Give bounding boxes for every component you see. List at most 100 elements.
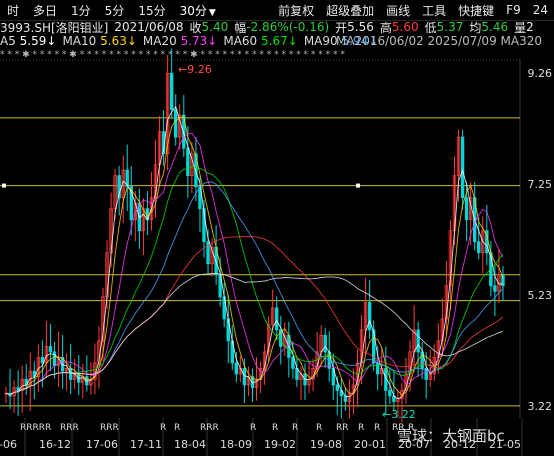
x-tick-label: 21-05 [489, 438, 521, 451]
stock-code: 3993.SH[洛阳钼业] [0, 20, 109, 35]
y-tick-label: 5.23 [528, 289, 553, 302]
high-value: 5.60 [391, 20, 419, 34]
candle-body [202, 208, 206, 243]
x-tick-label: 18-09 [220, 438, 252, 451]
line-handle-left [2, 183, 6, 188]
r-marker: R [316, 423, 322, 433]
candle-body [56, 357, 61, 367]
candle-body [279, 329, 283, 347]
candle-body [129, 186, 133, 221]
ma-line-4 [5, 181, 504, 396]
x-tick-label: 16-12 [39, 438, 71, 451]
r-marker: R [160, 423, 166, 433]
ma-ma20: MA20 5.73↓ [142, 34, 218, 48]
tb-hotkeys[interactable]: 快捷键 [458, 3, 495, 18]
candle-body [493, 285, 497, 292]
tb-timeshare[interactable]: 时 [7, 3, 20, 18]
candle-body [497, 274, 501, 292]
y-tick-label: 3.22 [528, 400, 553, 413]
x-tick-label: 20-01 [354, 438, 386, 451]
candle-body [270, 307, 275, 325]
toolbar-right: 前复权 超级叠加 画线 工具 快捷键 F9 24 [272, 0, 554, 20]
avg-value: 5.46 [481, 20, 509, 34]
ma-row: A5 5.59↓ MA10 5.63↓ MA20 5.73↓ MA60 5.67↓ MA… [0, 34, 554, 48]
r-marker: RR [392, 423, 405, 433]
candle-body [20, 379, 24, 391]
candle-body [420, 351, 424, 369]
amount-label: 量 [514, 20, 527, 35]
x-tick-label: 18-04 [174, 438, 206, 451]
candle-body [343, 395, 348, 402]
tb-super-overlay[interactable]: 超级叠加 [326, 3, 375, 18]
candle-body [52, 351, 57, 367]
candle-body [81, 376, 85, 383]
x-tick-label: 20-07 [398, 438, 430, 451]
x-tick-label: 17-11 [130, 438, 162, 451]
candle-body [194, 153, 198, 188]
tb-f9[interactable]: F9 [506, 3, 521, 17]
high-annotation: ←9.26 [178, 63, 212, 76]
candle-body [275, 307, 279, 331]
avg-label: 均 [469, 20, 482, 35]
low-annotation: ←3.22 [382, 408, 416, 421]
candle-body [141, 208, 146, 232]
candle-body [266, 323, 271, 353]
tb-30min[interactable]: 30分 ▼ [179, 3, 216, 18]
chevron-down-icon[interactable]: ▼ [208, 7, 216, 18]
ma-line-0 [5, 105, 503, 400]
candle-body [153, 164, 158, 199]
candle-body [64, 368, 69, 372]
tb-forward-adjust[interactable]: 前复权 [278, 3, 315, 18]
candle-body [169, 72, 174, 110]
candle-body [464, 197, 469, 221]
r-marker: R [408, 423, 414, 433]
x-tick-label: 17-06 [86, 438, 118, 451]
candle-body [186, 147, 190, 177]
quote-date: 2021/06/08 [114, 20, 184, 34]
tb-1min[interactable]: 1分 [71, 3, 91, 18]
r-marker: R [358, 423, 364, 433]
close-value: 5.40 [201, 20, 229, 34]
candle-body [242, 368, 247, 386]
ma-a5: A5 5.59↓ [0, 34, 57, 48]
candle-body [165, 72, 170, 155]
ma-line-1 [5, 116, 504, 397]
tb-draw-line[interactable]: 画线 [386, 3, 411, 18]
candle-body [48, 345, 53, 353]
y-tick-label: 9.26 [528, 67, 553, 80]
event-markers: * * * ✱ * * * * * ✱ * * * * * * * * * * … [0, 50, 345, 60]
y-tick-label: 7.25 [528, 178, 553, 191]
candle-body [234, 362, 239, 375]
candle-body [182, 114, 186, 149]
candle-body [416, 329, 420, 353]
r-marker: R [272, 423, 278, 433]
candle-body [501, 274, 505, 287]
amount-value: 2 [526, 20, 534, 34]
watermark: 雪球：大钢面bc [397, 427, 505, 445]
x-tick-label: 19-02 [264, 438, 296, 451]
r-marker: RRR [200, 423, 219, 433]
ma-ma60: MA60 5.67↓ [223, 34, 298, 48]
ma-line-6 [5, 273, 504, 396]
r-marker: RRRRR [20, 423, 51, 433]
ma-ma10: MA10 5.63↓ [62, 34, 137, 48]
tb-multiday[interactable]: 多日 [33, 3, 58, 18]
candle-body [477, 241, 481, 254]
candle-body [335, 384, 340, 391]
tb-5min[interactable]: 5分 [104, 3, 125, 18]
r-marker: RRR [60, 423, 79, 433]
r-marker: RR [336, 423, 349, 433]
tb-15min[interactable]: 15分 [138, 3, 166, 18]
candle-body [388, 390, 392, 397]
open-label: 开 [335, 20, 348, 35]
open-value: 5.56 [347, 20, 374, 34]
candle-body [125, 169, 129, 188]
candle-body [206, 241, 210, 265]
r-marker: R [292, 423, 298, 433]
ma-line-3 [5, 166, 504, 396]
low-value: 5.37 [436, 20, 464, 34]
close-label: 收 [189, 20, 202, 35]
tb-tools[interactable]: 工具 [422, 3, 447, 18]
tb-24[interactable]: 24 [532, 3, 548, 17]
